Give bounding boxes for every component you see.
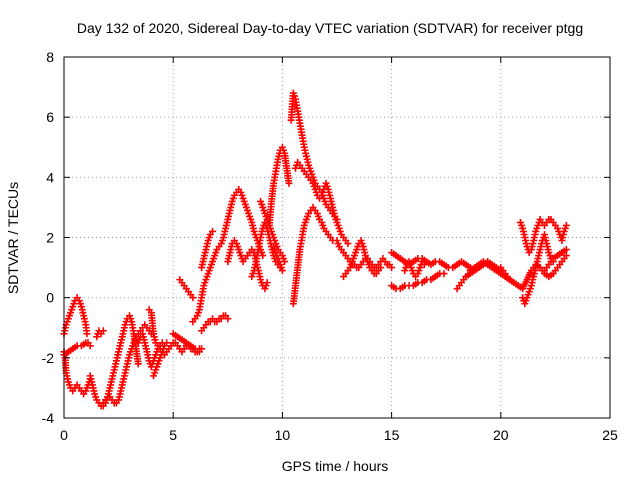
series-arc-9 bbox=[150, 339, 171, 380]
x-tick-labels: 0 5 10 15 20 25 bbox=[60, 427, 618, 443]
series-arc-6 bbox=[93, 327, 107, 341]
series-arc-10 bbox=[169, 330, 203, 353]
series-arc-31 bbox=[519, 230, 557, 308]
data-point bbox=[562, 252, 570, 260]
data-point bbox=[195, 345, 203, 353]
x-tick-label: 15 bbox=[384, 427, 400, 443]
data-point bbox=[278, 267, 286, 275]
series-arc-4 bbox=[86, 312, 142, 410]
series-arc-19 bbox=[270, 243, 286, 275]
data-point bbox=[388, 264, 396, 272]
chart-title: Day 132 of 2020, Sidereal Day-to-day VTE… bbox=[77, 20, 583, 36]
data-point bbox=[209, 227, 217, 235]
y-tick-label: -4 bbox=[42, 410, 55, 426]
data-point bbox=[134, 360, 142, 368]
data-point bbox=[99, 327, 107, 335]
data-point bbox=[86, 342, 94, 350]
series-arc-18 bbox=[265, 143, 293, 229]
series-arc-26 bbox=[388, 270, 448, 293]
series-arc-33 bbox=[540, 246, 570, 275]
x-axis-title: GPS time / hours bbox=[282, 458, 389, 474]
data-point bbox=[163, 339, 171, 347]
data-point bbox=[562, 221, 570, 229]
x-tick-label: 10 bbox=[275, 427, 291, 443]
data-point bbox=[562, 246, 570, 254]
series-arc-1 bbox=[60, 294, 91, 338]
y-axis-title: SDTVAR / TECUs bbox=[5, 182, 21, 294]
series-arc-24 bbox=[340, 237, 385, 281]
data-point bbox=[440, 270, 448, 278]
series-arc-27 bbox=[401, 258, 428, 281]
data-point bbox=[420, 261, 428, 269]
y-tick-label: 4 bbox=[46, 169, 54, 185]
y-tick-label: 8 bbox=[46, 49, 54, 65]
series-arc-25 bbox=[388, 249, 474, 272]
data-point bbox=[263, 279, 271, 287]
data-point bbox=[285, 179, 293, 187]
series-arc-13 bbox=[198, 312, 232, 335]
x-tick-label: 5 bbox=[169, 427, 177, 443]
y-tick-label: 2 bbox=[46, 230, 54, 246]
series-arc-3 bbox=[60, 339, 94, 359]
series-arc-32 bbox=[516, 215, 570, 257]
series-arc-12 bbox=[189, 185, 267, 326]
y-tick-labels: -4 -2 0 2 4 6 8 bbox=[42, 49, 55, 426]
y-tick-label: -2 bbox=[42, 350, 55, 366]
data-point bbox=[344, 240, 352, 248]
x-tick-label: 0 bbox=[60, 427, 68, 443]
series-arc-11 bbox=[176, 276, 197, 302]
x-tick-label: 20 bbox=[493, 427, 509, 443]
data-point bbox=[189, 294, 197, 302]
y-tick-label: 6 bbox=[46, 109, 54, 125]
x-tick-label: 25 bbox=[602, 427, 618, 443]
data-point bbox=[224, 315, 232, 323]
y-tick-label: 0 bbox=[46, 290, 54, 306]
series-arc-22 bbox=[289, 203, 337, 308]
axis-ticks bbox=[63, 56, 611, 419]
data-points bbox=[60, 89, 570, 410]
series-arc-21 bbox=[292, 158, 352, 248]
data-point bbox=[377, 264, 385, 272]
series-arc-14 bbox=[198, 227, 217, 272]
data-point bbox=[83, 330, 91, 338]
